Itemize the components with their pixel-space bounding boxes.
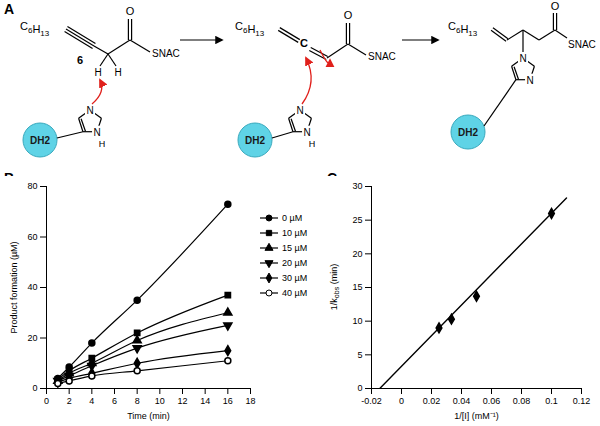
svg-text:0.02: 0.02 [423,396,441,406]
svg-text:2: 2 [67,396,72,406]
svg-text:20 µM: 20 µM [282,258,307,268]
svg-text:4: 4 [89,396,94,406]
svg-text:N: N [303,127,310,138]
svg-text:0.08: 0.08 [513,396,531,406]
svg-text:O: O [551,0,560,12]
svg-text:6: 6 [112,396,117,406]
svg-text:C6H13: C6H13 [20,20,50,38]
svg-text:0.12: 0.12 [573,396,591,406]
svg-text:18: 18 [245,396,255,406]
svg-text:DH2: DH2 [30,135,50,146]
svg-text:8: 8 [135,396,140,406]
svg-text:1/[I] (mM⁻¹): 1/[I] (mM⁻¹) [454,411,499,421]
svg-text:H: H [99,139,106,149]
svg-text:0 µM: 0 µM [282,213,302,223]
svg-text:10 µM: 10 µM [282,228,307,238]
svg-text:H: H [94,67,101,78]
svg-text:N: N [519,53,526,64]
svg-text:20: 20 [352,249,362,259]
svg-text:C6H13: C6H13 [235,20,265,38]
svg-text:SNAC: SNAC [152,48,180,59]
svg-text:N: N [93,127,100,138]
svg-text:60: 60 [27,232,37,242]
html-text:B: B [4,170,15,186]
svg-text:16: 16 [223,396,233,406]
svg-text:O: O [344,9,353,21]
svg-text:40: 40 [27,282,37,292]
svg-text:DH2: DH2 [245,135,265,146]
svg-text:1/kobs (min): 1/kobs (min) [329,264,340,310]
svg-text:C: C [300,37,308,49]
svg-text:15: 15 [352,282,362,292]
svg-text:SNAC: SNAC [368,51,396,62]
svg-text:14: 14 [200,396,210,406]
svg-text:0.06: 0.06 [483,396,501,406]
svg-text:6: 6 [77,54,83,66]
svg-text:DH2: DH2 [458,127,478,138]
svg-text:H: H [114,67,121,78]
svg-text:12: 12 [177,396,187,406]
svg-text:80: 80 [27,181,37,191]
svg-text:N: N [526,75,533,86]
svg-text:C6H13: C6H13 [448,20,478,38]
svg-text:30: 30 [352,181,362,191]
svg-text:0.1: 0.1 [545,396,558,406]
svg-text:Time (min): Time (min) [127,411,170,421]
svg-text:0: 0 [399,396,404,406]
svg-text:A: A [4,1,14,17]
svg-text:0.04: 0.04 [453,396,471,406]
svg-text:30 µM: 30 µM [282,273,307,283]
svg-text:5: 5 [357,350,362,360]
svg-text:O: O [126,5,135,17]
svg-text:Product formation (µM): Product formation (µM) [9,241,19,333]
svg-text:15 µM: 15 µM [282,243,307,253]
svg-text:0: 0 [357,383,362,393]
html-text:C: C [327,170,338,186]
svg-text:40 µM: 40 µM [282,288,307,298]
svg-text:10: 10 [352,316,362,326]
svg-text:-0.02: -0.02 [361,396,382,406]
svg-text:0: 0 [44,396,49,406]
svg-text:N: N [296,105,303,116]
svg-text:25: 25 [352,215,362,225]
svg-text:N: N [86,105,93,116]
svg-text:20: 20 [27,333,37,343]
svg-text:0: 0 [32,383,37,393]
svg-text:SNAC: SNAC [568,39,596,50]
svg-text:10: 10 [155,396,165,406]
svg-text:H: H [309,139,316,149]
